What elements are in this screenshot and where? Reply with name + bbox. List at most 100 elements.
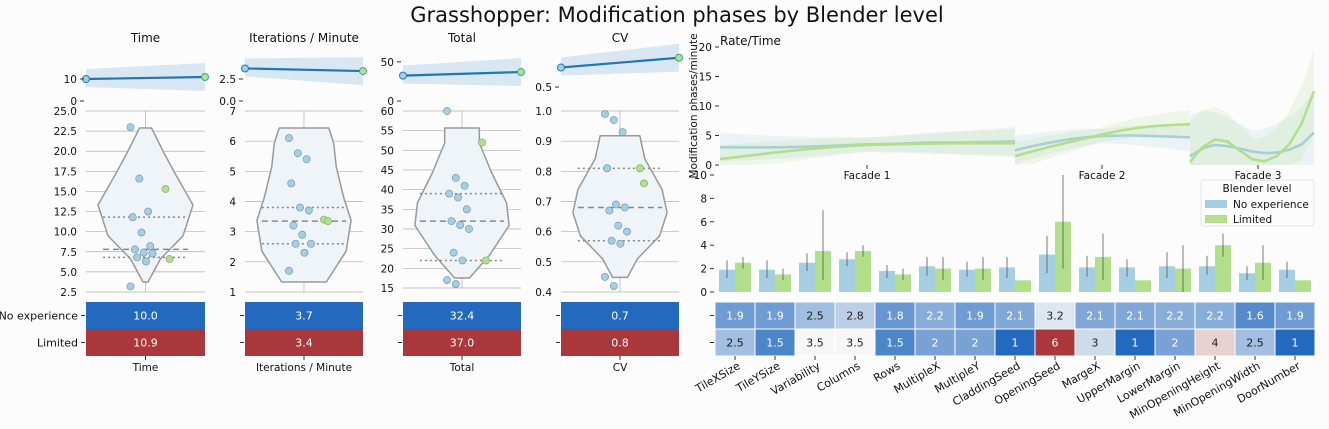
y-tick-label: 0.7	[535, 197, 552, 209]
data-point-limited	[482, 256, 490, 265]
data-point-no-experience	[133, 253, 141, 262]
y-tick-label: 17.5	[54, 166, 77, 178]
data-point-no-experience	[285, 134, 293, 143]
heatmap-cell-value: 2.2	[926, 310, 944, 323]
heatmap-cell-value: 2.1	[1006, 310, 1024, 323]
heatmap-cell-value: 1	[1012, 337, 1019, 350]
heatmap-cell-value: 3.2	[1046, 310, 1064, 323]
rate-line	[1014, 134, 1191, 152]
facade-label: Facade 2	[1079, 170, 1126, 182]
y-tick-label: 5	[705, 131, 712, 143]
bar	[1199, 266, 1215, 292]
bar	[895, 274, 911, 292]
bar	[1119, 267, 1135, 292]
table-row-label: Limited	[37, 337, 78, 350]
table-x-label: CV	[613, 362, 628, 374]
data-point-limited	[636, 164, 644, 173]
figure-title: Grasshopper: Modification phases by Blen…	[410, 3, 943, 27]
heatmap-cell	[1274, 301, 1316, 330]
heatmap-cell-value: 2.2	[1206, 310, 1224, 323]
data-point-no-experience	[601, 110, 609, 118]
facade-label: Facade 1	[844, 170, 891, 182]
heatmap-cell-value: 2.5	[726, 337, 744, 350]
bar	[959, 269, 975, 292]
heatmap-cell-value: 1.9	[766, 310, 784, 323]
table-x-label: Iterations / Minute	[256, 362, 352, 374]
y-tick-label: 7	[229, 106, 236, 118]
trend-line	[560, 56, 680, 69]
data-point-no-experience	[616, 239, 625, 248]
category-label: TileXSize	[692, 359, 742, 396]
heatmap-cell-value: 1.8	[886, 310, 904, 323]
data-point-no-experience	[287, 179, 296, 188]
y-tick-label: 4	[700, 240, 707, 252]
trend-point-limited	[359, 67, 367, 76]
heatmap-cell-value: 1.9	[726, 310, 744, 323]
heatmap-cell	[914, 301, 956, 330]
data-point-no-experience	[298, 230, 307, 239]
y-tick-label: 35	[381, 204, 394, 216]
heatmap-cell-value: 2.1	[1086, 310, 1104, 323]
data-point-limited	[324, 217, 332, 226]
facade-label: Facade 3	[1235, 170, 1282, 182]
y-tick-label: 20	[381, 263, 394, 275]
data-point-no-experience	[141, 257, 150, 266]
panel-title: Time	[130, 31, 160, 45]
heatmap-cell	[834, 301, 876, 330]
heatmap-cell	[1114, 328, 1156, 357]
rate-confidence-band	[1190, 49, 1314, 166]
y-tick-label: 15	[699, 72, 712, 84]
data-point-no-experience	[447, 217, 456, 226]
heatmap-cell	[1274, 328, 1316, 357]
y-tick-label: 25.0	[54, 106, 77, 118]
y-tick-label: 8	[700, 193, 707, 205]
y-tick-label: 7.5	[60, 247, 77, 259]
bar	[775, 274, 791, 292]
heatmap-cell-value: 2	[932, 337, 939, 350]
y-tick-label: 25	[381, 244, 394, 256]
table-cell	[86, 302, 205, 329]
confidence-band	[403, 58, 521, 87]
table-cell-value: 3.7	[295, 310, 313, 323]
data-point-no-experience	[296, 203, 304, 212]
table-row-label: No experience	[0, 310, 78, 323]
y-tick-label: 10.0	[54, 227, 77, 239]
y-tick-label: 2.5	[219, 74, 236, 86]
legend-swatch	[1205, 215, 1227, 223]
legend-label: No experience	[1233, 199, 1309, 211]
heatmap-cell	[714, 328, 756, 357]
y-tick-label: 10	[694, 170, 707, 182]
heatmap-cell-value: 2.5	[1246, 337, 1264, 350]
y-tick-label: 15.0	[54, 186, 77, 198]
bar	[1135, 280, 1151, 292]
violin-shape	[256, 127, 352, 283]
heatmap-cell	[1194, 301, 1236, 330]
violin-shape	[414, 127, 510, 279]
heatmap-cell-value: 2.1	[1126, 310, 1144, 323]
rate-confidence-band	[1015, 123, 1190, 165]
data-point-no-experience	[618, 128, 627, 137]
heatmap-cell	[834, 328, 876, 357]
heatmap-cell	[1234, 328, 1276, 357]
trend-point-no-experience	[557, 63, 565, 72]
data-point-no-experience	[451, 280, 460, 288]
y-tick-label: 40	[381, 185, 394, 197]
heatmap-cell-value: 1.9	[966, 310, 984, 323]
y-tick-label: 5	[229, 166, 236, 178]
bar	[1215, 245, 1231, 292]
bar	[1295, 280, 1311, 292]
rate-panel-title: Rate/Time	[720, 34, 781, 48]
violin-shape	[97, 127, 194, 283]
bar	[839, 259, 855, 292]
data-point-no-experience	[609, 116, 618, 124]
rate-confidence-band	[720, 129, 1015, 165]
trend-line	[402, 70, 522, 77]
data-point-no-experience	[126, 282, 135, 291]
y-tick-label: 20.0	[54, 146, 77, 158]
category-label: Columns	[815, 359, 863, 394]
data-point-no-experience	[137, 228, 146, 237]
rate-line	[1014, 122, 1191, 158]
panel-title: Iterations / Minute	[249, 31, 359, 45]
